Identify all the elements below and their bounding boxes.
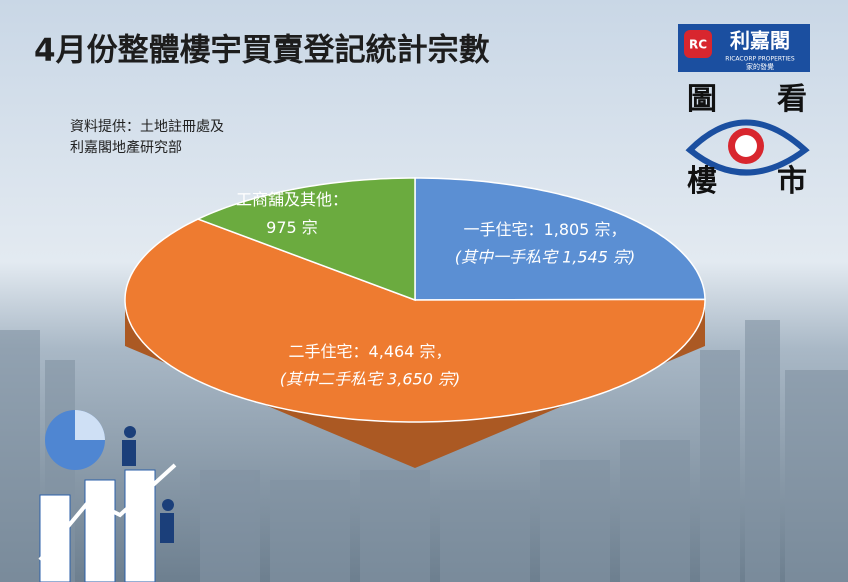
slice [414, 177, 706, 301]
slice-label: 工商舖及其他： 975 宗 [236, 190, 348, 237]
value-label: 1,805 宗， [544, 220, 627, 239]
eye [685, 119, 810, 176]
corner-word: 圖 [687, 82, 717, 117]
slice-label: 二手住宅：4,464 宗， [289, 342, 452, 361]
logo-english: RICACORP PROPERTIES [725, 56, 795, 63]
category-label: 二手住宅： [289, 342, 369, 361]
logo-badge [684, 30, 712, 58]
city-skyline [0, 320, 848, 582]
pie: 一手住宅：1,805 宗， (其中一手私宅 1,545 宗) 二手住宅：4,464 … [124, 177, 706, 468]
slice-label: 一手住宅：1,805 宗， [464, 220, 627, 239]
note-label: (其中一手私宅 1,545 宗) [455, 248, 635, 267]
source: 資料提供：土地註冊處及 [70, 119, 224, 135]
logo: RC 利嘉閣 RICACORP PROPERTIES 家的發覺 圖 看 樓 市 [678, 24, 810, 199]
source: 利嘉閣地產研究部 [70, 139, 182, 156]
slice [124, 218, 706, 423]
value-label: 975 宗 [266, 218, 318, 237]
category-label: 一手住宅： [464, 220, 544, 239]
corner-word: 樓 [687, 164, 717, 199]
note-label: (其中二手私宅 3,650 宗) [280, 370, 460, 389]
logo-mark: RC [689, 38, 707, 52]
corner-word: 看 [777, 82, 807, 117]
slice-side [125, 300, 705, 468]
chart-title: 4月份整體樓宇買賣登記統計宗數 [34, 33, 490, 69]
eye-pupil [735, 135, 757, 157]
logo-name: 利嘉閣 [730, 29, 790, 53]
category-label: 工商舖及其他： [236, 190, 348, 209]
slice [196, 177, 416, 302]
illustration [38, 410, 177, 582]
value-label: 4,464 宗， [369, 342, 452, 361]
corner-word: 市 [777, 164, 807, 199]
logo-slogan: 家的發覺 [746, 62, 774, 71]
